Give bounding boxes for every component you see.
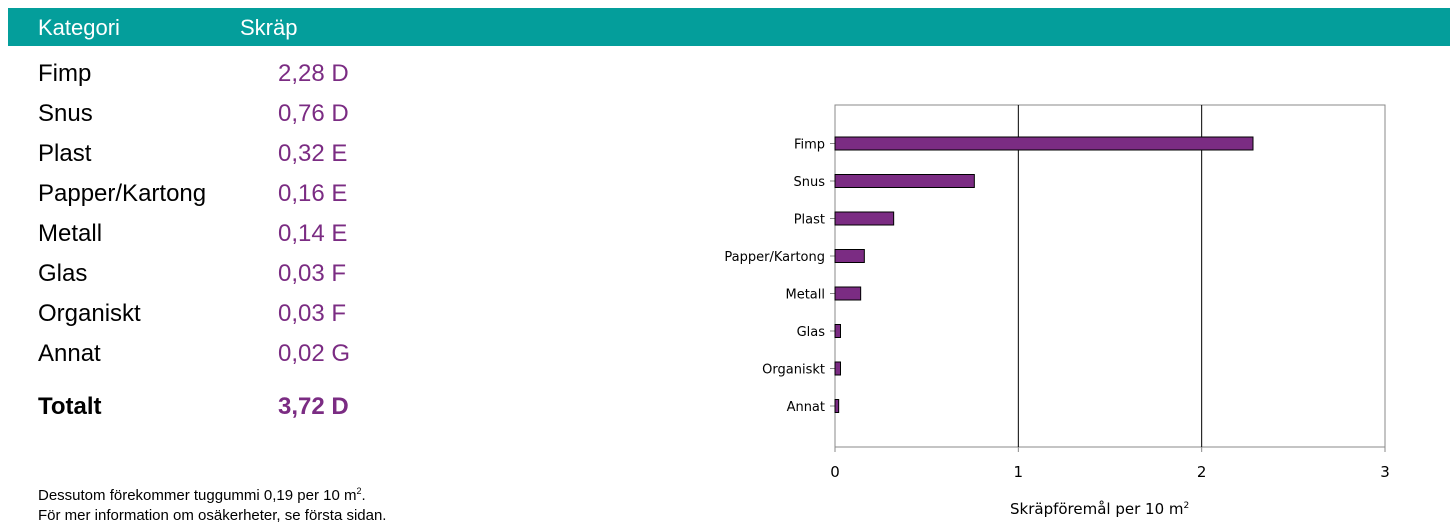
category-name: Organiskt [38,300,141,327]
y-tick-label: Annat [787,400,825,415]
category-value: 0,32 E [278,140,348,167]
category-value: 0,02 G [278,340,351,367]
category-name: Metall [38,220,103,247]
plot-area-border [834,104,1386,448]
bar [834,324,841,338]
category-name: Papper/Kartong [38,180,207,207]
header-category-label: Kategori [38,15,120,40]
category-value: 0,16 E [278,180,348,207]
category-name: Snus [38,100,93,127]
category-name: Plast [38,140,92,167]
table-header: Kategori Skräp [8,8,1450,46]
bar [834,136,1254,151]
x-tick-label: 1 [1014,463,1024,481]
x-axis-label: Skräpföremål per 10 m [1010,500,1184,518]
list-item: Organiskt 0,03 F [0,300,420,330]
footnote: Dessutom förekommer tuggummi 0,19 per 10… [38,486,386,526]
footnote-period: . [361,487,366,504]
category-name: Annat [38,340,101,367]
total-label: Totalt [38,393,102,420]
y-tick-label: Organiskt [762,363,825,378]
category-value: 0,03 F [278,300,347,327]
category-value: 0,76 D [278,100,349,127]
bar [834,174,975,188]
footnote-line-1: Dessutom förekommer tuggummi 0,19 per 10… [38,486,386,506]
bar-chart: 0 1 2 3 Fimp Snus Plast Papper/Kartong Metall Gla… [724,104,1390,481]
footnote-text: Dessutom förekommer tuggummi 0,19 per 10… [38,487,357,504]
bar [834,361,841,376]
category-value: 0,14 E [278,220,348,247]
category-name: Glas [38,260,88,287]
x-tick-label: 3 [1380,463,1390,481]
bar [834,211,895,226]
x-axis-label-superscript: 2 [1183,501,1190,511]
list-item: Metall 0,14 E [0,220,420,250]
list-item: Snus 0,76 D [0,100,420,130]
footnote-superscript: 2 [356,486,362,496]
list-item: Plast 0,32 E [0,140,420,170]
y-tick-label: Papper/Kartong [724,250,825,265]
bar [834,286,862,301]
y-tick-label: Plast [794,213,825,228]
list-item: Glas 0,03 F [0,260,420,290]
category-value: 2,28 D [278,60,349,87]
y-tick-label: Glas [797,325,826,340]
category-name: Fimp [38,60,92,87]
list-item: Annat 0,02 G [0,340,420,370]
header-value-label: Skräp [240,15,298,40]
bar [834,399,840,413]
category-value: 0,03 F [278,260,347,287]
y-tick-label: Metall [785,288,825,303]
total-row: Totalt 3,72 D [0,393,420,423]
bar [834,249,865,263]
y-tick-label: Snus [793,175,825,190]
x-tick-label: 2 [1197,463,1207,481]
total-value: 3,72 D [278,393,349,420]
list-item: Papper/Kartong 0,16 E [0,180,420,210]
list-item: Fimp 2,28 D [0,60,420,90]
footnote-line-2: För mer information om osäkerheter, se f… [38,507,387,524]
x-axis-title: Skräpföremål per 10 m2 [1010,500,1189,518]
x-tick-label: 0 [830,463,840,481]
y-tick-label: Fimp [794,138,825,153]
